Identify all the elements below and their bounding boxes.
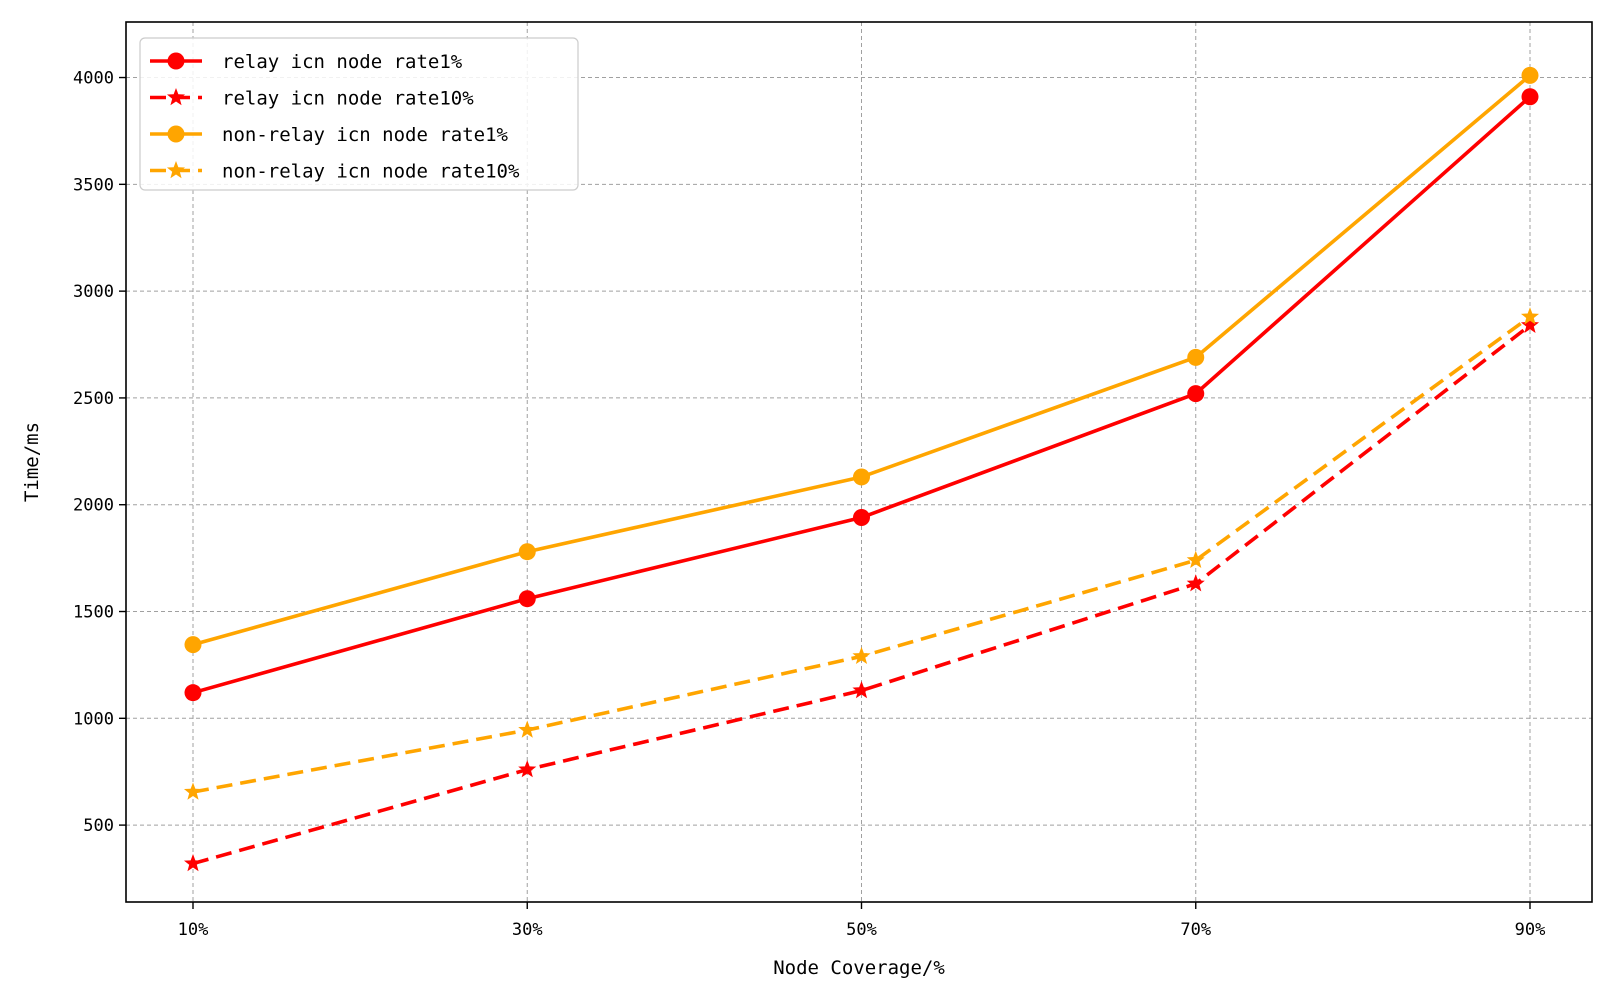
plot-area-frame: [125, 21, 1593, 903]
legend-label: non-relay icn node rate10%: [222, 161, 520, 183]
data-point: [518, 720, 537, 738]
legend-item: non-relay icn node rate10%: [150, 161, 520, 183]
x-tick-label: 50%: [846, 920, 877, 940]
data-point: [853, 468, 870, 486]
x-tick-label: 10%: [178, 920, 209, 940]
data-point: [518, 543, 536, 561]
legend-item: relay icn node rate1%: [150, 51, 463, 73]
legend-marker: [166, 161, 186, 179]
series-2: [183, 315, 1540, 872]
legend-box: [139, 37, 579, 191]
legend-label: relay icn node rate1%: [222, 51, 463, 73]
y-tick-label: 3000: [73, 282, 114, 302]
legend-marker: [167, 52, 185, 70]
legend: relay icn node rate1% relay icn node rate…: [139, 37, 579, 191]
data-point: [852, 681, 871, 699]
y-tick-label: 1000: [73, 709, 114, 729]
data-point: [1520, 315, 1540, 333]
y-tick-label: 2500: [73, 389, 114, 409]
data-point: [184, 684, 202, 702]
y-tick-label: 3500: [73, 175, 114, 195]
data-point: [852, 646, 871, 665]
legend-item: non-relay icn node rate1%: [150, 124, 509, 146]
x-tick-label: 30%: [512, 920, 543, 940]
data-point: [1521, 88, 1539, 106]
y-tick-label: 4000: [73, 69, 114, 89]
series-4: [183, 307, 1540, 800]
series-line: [192, 323, 1532, 866]
x-tick-label: 90%: [1515, 920, 1546, 940]
series-1: [184, 88, 1539, 702]
legend-item: relay icn node rate10%: [150, 88, 474, 110]
legend-label: relay icn node rate10%: [222, 88, 474, 110]
legend-label: non-relay icn node rate1%: [222, 124, 509, 146]
data-point: [518, 760, 537, 778]
data-point: [1187, 348, 1205, 366]
series-layer: [183, 66, 1540, 872]
data-point: [1186, 550, 1205, 568]
y-tick-label: 500: [83, 816, 114, 836]
legend-marker: [166, 88, 186, 106]
x-tick-label: 70%: [1180, 920, 1211, 940]
data-point: [183, 854, 203, 872]
data-point: [518, 590, 536, 608]
data-point: [183, 782, 203, 800]
data-point: [853, 509, 870, 527]
y-tick-label: 1500: [73, 603, 114, 623]
series-3: [184, 66, 1539, 654]
data-point: [1187, 385, 1205, 403]
y-axis-label: Time/ms: [21, 422, 43, 502]
data-point: [1520, 307, 1540, 325]
data-point: [184, 636, 202, 654]
y-tick-label: 2000: [73, 496, 114, 516]
x-axis-label: Node Coverage/%: [773, 957, 945, 979]
grid-lines: [126, 22, 1592, 902]
y-axis-ticks: 500 1000 1500 2000 2500 3000 3500 4000: [73, 69, 126, 836]
data-point: [1521, 66, 1539, 84]
data-point: [1186, 574, 1205, 592]
x-axis-ticks: 10% 30% 50% 70% 90%: [178, 902, 1546, 940]
legend-marker: [167, 125, 185, 143]
